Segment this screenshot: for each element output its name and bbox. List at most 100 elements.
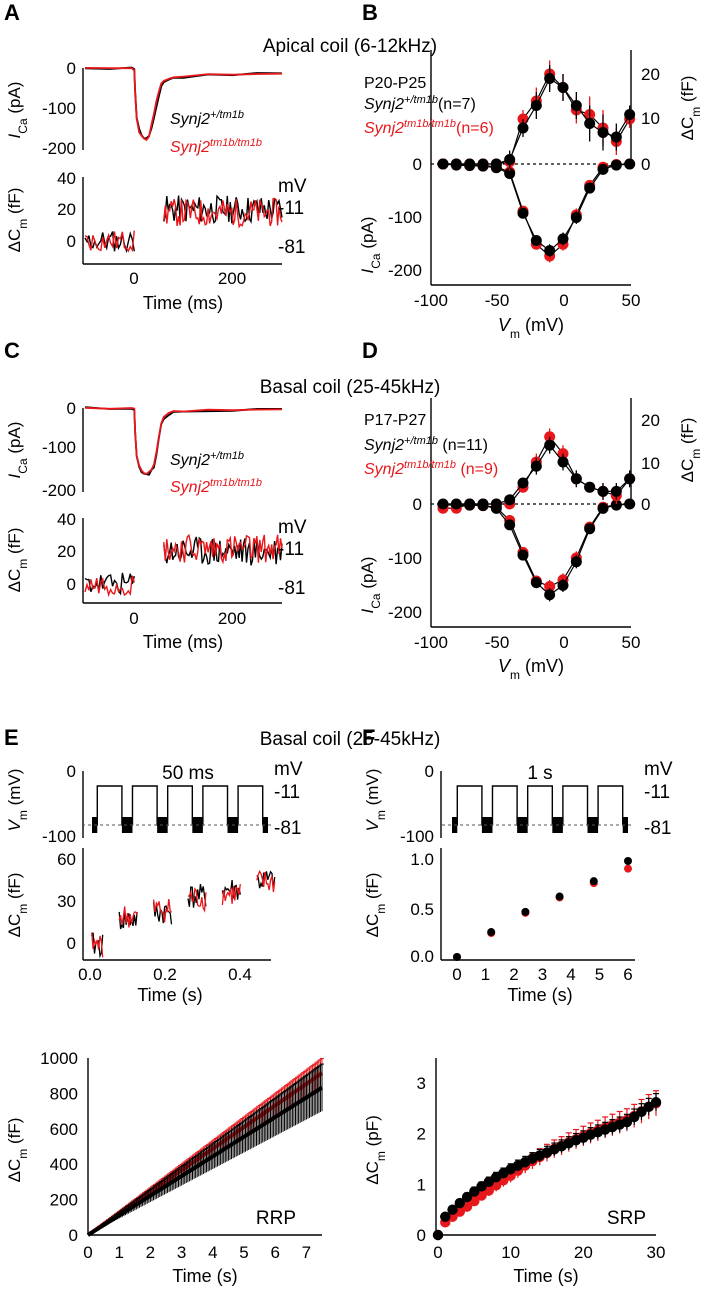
a-xtick-200: 200: [218, 269, 246, 288]
cm-het-point: [610, 131, 622, 143]
eb-ytick: 0: [69, 1226, 78, 1245]
panel-label-b: B: [362, 0, 378, 25]
eb-xtick: 3: [177, 1243, 186, 1262]
fb-point-het: [461, 1191, 473, 1203]
fb-point-het: [447, 1204, 458, 1215]
e-vm-tick-0: 0: [67, 762, 76, 781]
e-vm-ylabel: Vm (mV): [5, 769, 30, 832]
fb-ylabel: ΔCm (pF): [363, 1115, 388, 1185]
protocol-block: [121, 817, 133, 833]
fb-ytick: 3: [417, 1074, 426, 1093]
eb-tag: RRP: [256, 1208, 296, 1229]
eb-xtick: 4: [208, 1243, 217, 1262]
a-level-minus81: -81: [278, 237, 305, 258]
fb-point-het: [650, 1097, 662, 1108]
eb-xtick: 7: [302, 1243, 311, 1262]
header-basal-cd: Basal coil (25-45kHz): [260, 377, 441, 398]
cm-trace-after-mut: [163, 197, 283, 229]
ica-het-point: [530, 235, 542, 247]
b-xtick-0: 0: [559, 291, 568, 310]
f-xtick: 5: [595, 965, 604, 984]
f-cm-tick-05: 0.5: [410, 900, 434, 919]
d-ytick-100: -100: [388, 549, 422, 568]
c-ica-tick-0: 0: [67, 399, 76, 418]
f-cm-marks: [453, 857, 632, 961]
f-xtick: 1: [481, 965, 490, 984]
d-rtick-0: 0: [641, 495, 650, 514]
cm-trace-after-het: [163, 194, 283, 224]
ica-het-point: [544, 245, 556, 257]
a-cm-traces: [84, 194, 283, 254]
c-xlabel: Time (ms): [143, 632, 223, 652]
ica-het-point: [584, 182, 596, 194]
d-age: P17-P27: [364, 412, 426, 429]
protocol-block: [481, 817, 493, 833]
f-xtick: 0: [452, 965, 461, 984]
panel-label-d: D: [362, 338, 378, 363]
ica-het-point: [570, 556, 582, 568]
e-cm-segment-mut: [118, 906, 138, 928]
c-ica-tick-100: -100: [42, 438, 76, 457]
e-cm-segment-mut: [152, 899, 173, 923]
eb-ylabel: ΔCm (fF): [5, 1118, 30, 1183]
b-ytick-200: -200: [388, 261, 422, 280]
d-xtick-100: -100: [414, 633, 448, 652]
cm-trace-before-mut: [84, 230, 135, 253]
b-rtick-0: 0: [641, 155, 650, 174]
ica-het-point: [557, 579, 569, 591]
ica-het-point: [584, 523, 596, 535]
f-xtick: 6: [623, 965, 632, 984]
e-cm-segment-het: [221, 879, 241, 900]
protocol-trace: [452, 785, 628, 826]
a-ica-traces: [84, 66, 283, 142]
protocol-trace: [92, 785, 268, 826]
b-legend-mut: Synj2tm1b/tm1b(n=6): [364, 118, 494, 137]
e-vm-tick-100: -100: [42, 827, 76, 846]
cm-het-point: [517, 477, 529, 489]
cm-het-point: [450, 498, 462, 510]
fb-marks: [432, 1090, 662, 1241]
e-xlabel: Time (s): [137, 985, 202, 1005]
d-legend-het: Synj2+/tm1b (n=11): [364, 435, 488, 454]
c-cm-tick-20: 20: [57, 542, 76, 561]
f-cm-point-het: [624, 857, 632, 865]
a-ica-tick-100: -100: [42, 99, 76, 118]
b-xtick-100: -100: [414, 291, 448, 310]
cm-het-point: [477, 158, 489, 170]
d-ylabel-right: ΔCm (fF): [678, 418, 701, 483]
cm-het-point: [624, 109, 636, 120]
a-unit-mv: mV: [278, 176, 307, 197]
c-cm-traces: [84, 533, 283, 598]
c-level-minus81: -81: [278, 578, 305, 599]
ica-het-point: [610, 499, 622, 511]
f-vm-tick-0: 0: [425, 762, 434, 781]
eb-xtick: 0: [83, 1243, 92, 1262]
eb-xtick: 1: [114, 1243, 123, 1262]
a-ica-tick-0: 0: [67, 59, 76, 78]
a-cm-ylabel: ΔCm (fF): [5, 188, 30, 253]
e-cm-segment-mut: [256, 869, 276, 893]
e-cm-ylabel: ΔCm (fF): [5, 873, 30, 938]
cm-het-point: [464, 498, 476, 510]
f-xtick: 3: [538, 965, 547, 984]
c-xtick-200: 200: [218, 609, 246, 628]
e-level-minus11: -11: [274, 782, 300, 803]
ica-het-point: [597, 163, 609, 175]
e-cm-traces: [91, 869, 276, 959]
a-cm-tick-40: 40: [57, 169, 76, 188]
panel-label-e: E: [4, 725, 19, 750]
cm-het-point: [584, 118, 596, 129]
ica-mut-line: [442, 503, 630, 588]
c-cm-ylabel: ΔCm (fF): [5, 528, 30, 593]
ica-het-point: [504, 168, 516, 180]
a-cm-tick-20: 20: [57, 200, 76, 219]
panel-label-c: C: [4, 338, 20, 363]
f-xtick: 4: [566, 965, 575, 984]
fb-ytick: 2: [417, 1125, 426, 1144]
fb-xtick: 0: [433, 1243, 442, 1262]
f-xlabel: Time (s): [507, 985, 572, 1005]
header-apical: Apical coil (6-12kHz): [263, 36, 437, 57]
d-rtick-20: 20: [641, 411, 660, 430]
d-legend-mut: Synj2tm1b/tm1b (n=9): [364, 459, 498, 478]
cm-het-point: [504, 154, 516, 165]
